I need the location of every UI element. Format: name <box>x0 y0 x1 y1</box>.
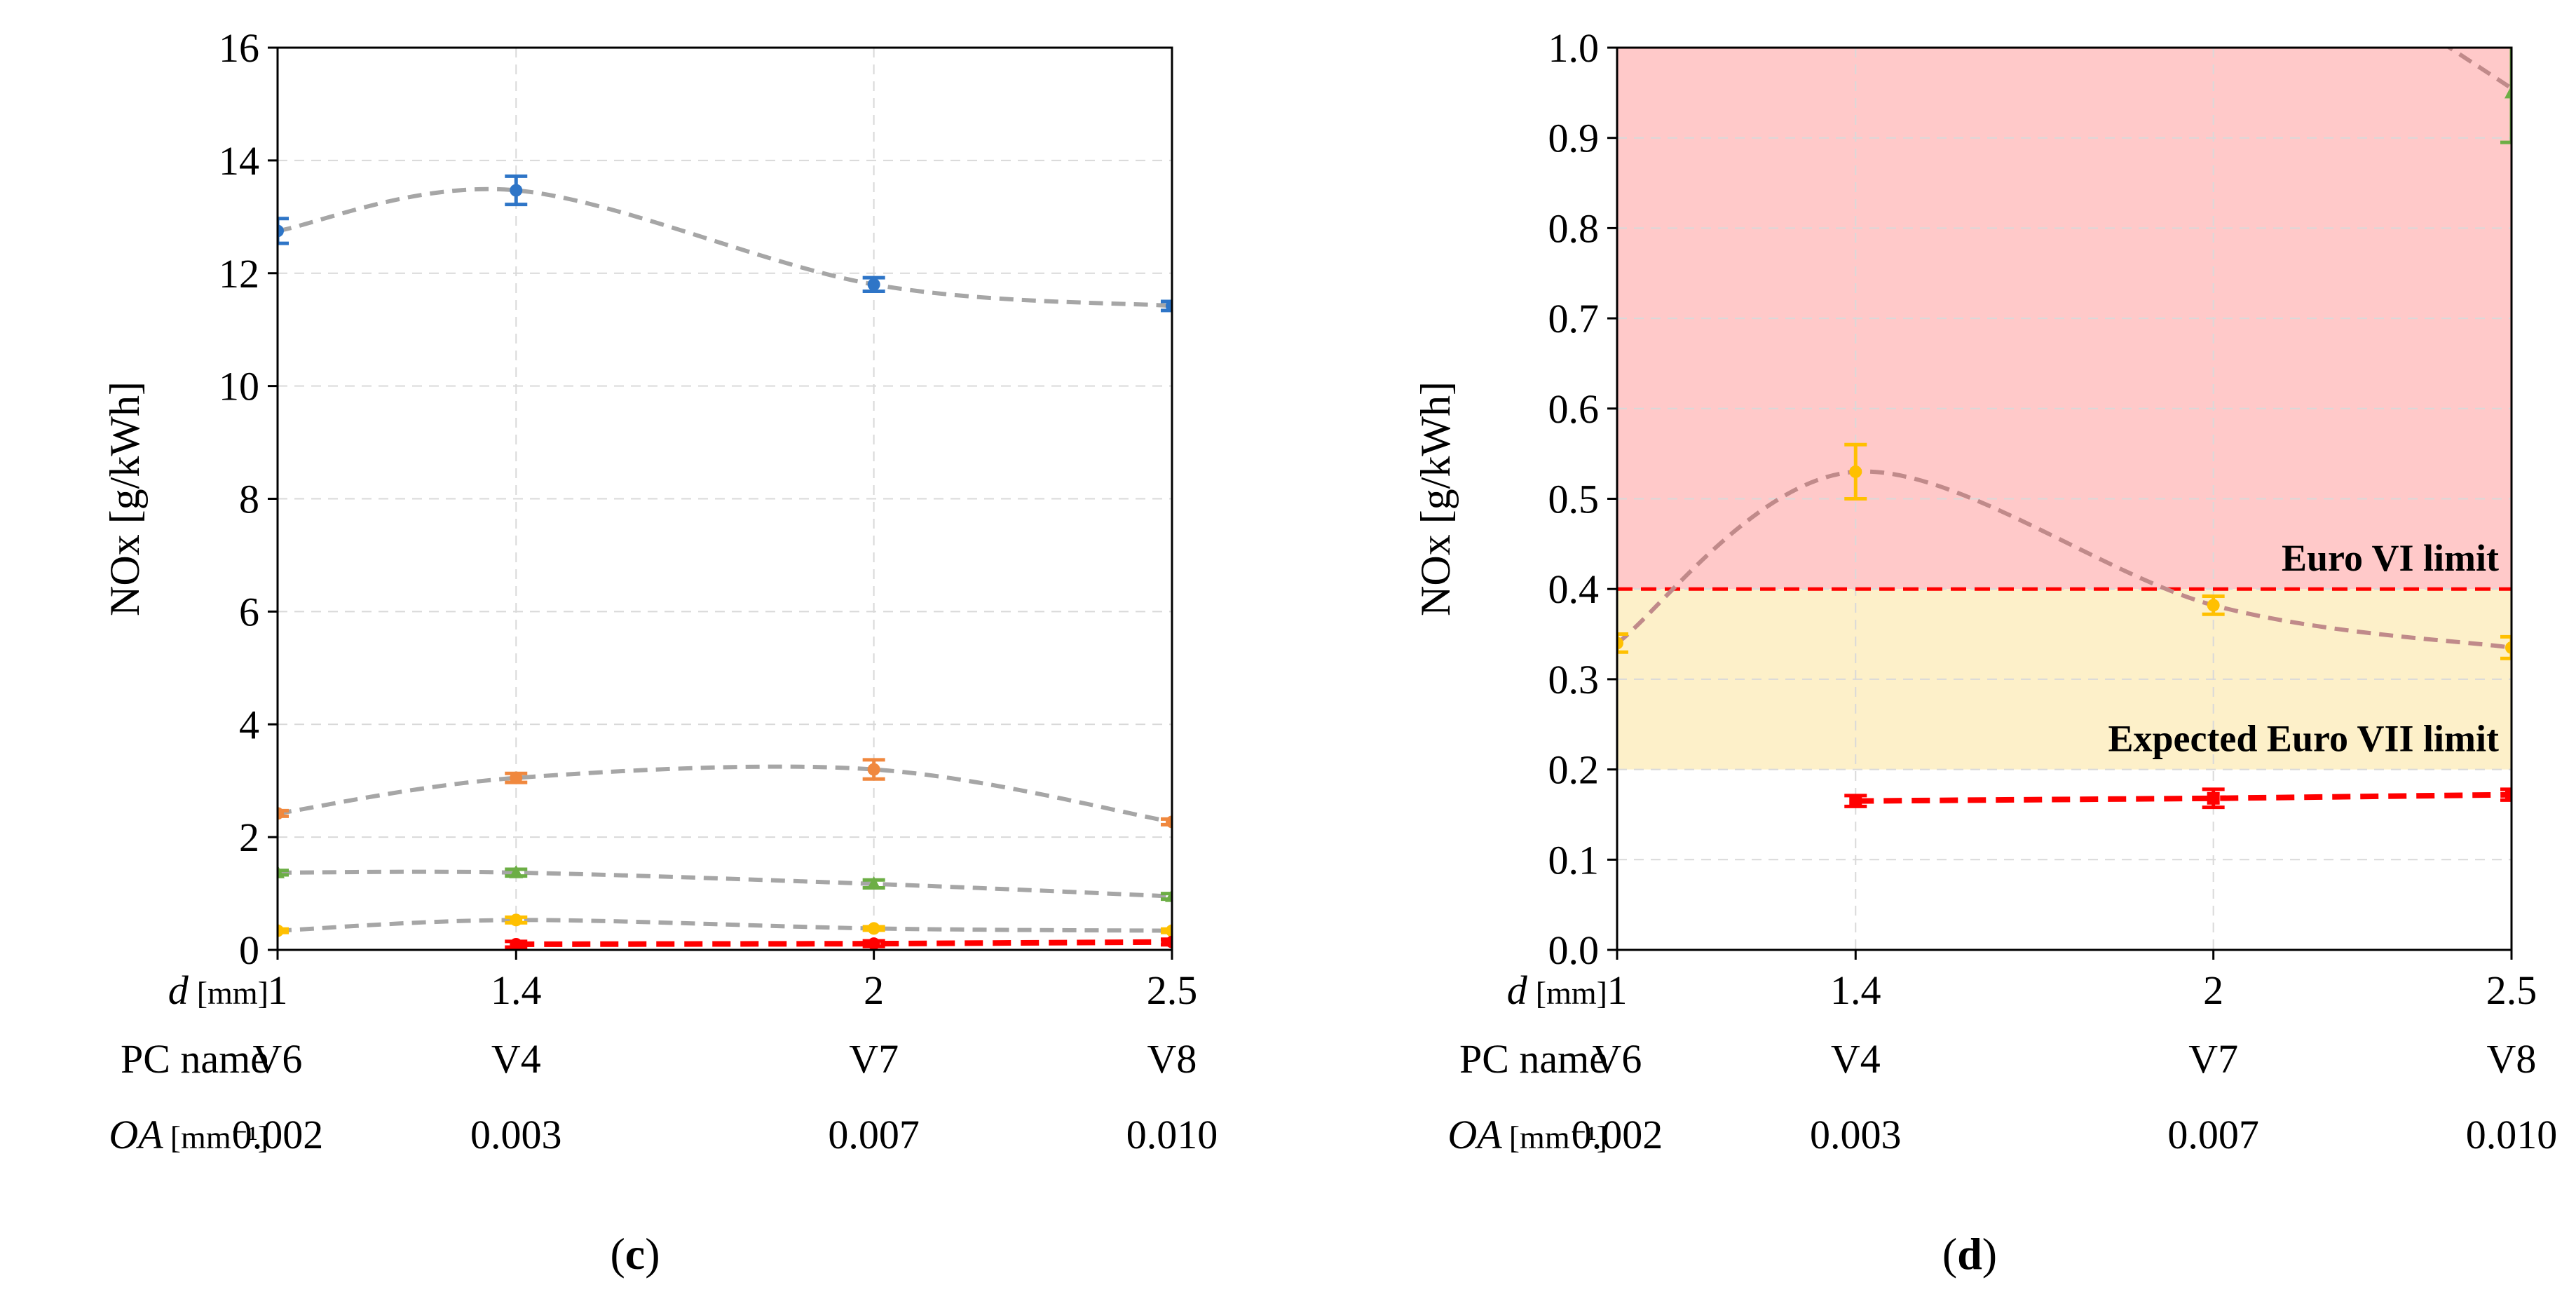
x-tick-label-pc: V6 <box>1593 1036 1642 1082</box>
x-tick-label-oa: 0.010 <box>1126 1112 1218 1157</box>
data-point-red <box>1849 794 1862 808</box>
y-tick-label: 0.6 <box>1548 386 1600 432</box>
chart-panel-c: 0 2 4 6 8 10 12 14 16 1 V6 0.002 1.4 V4 0.003 2 V7 0.007 2… <box>102 25 1218 1279</box>
euro-vii-limit-label: Expected Euro VII limit <box>2108 718 2499 760</box>
y-tick-label: 0.1 <box>1548 837 1600 883</box>
trend-line-blue <box>278 186 1172 308</box>
y-tick-label: 0.9 <box>1548 116 1600 161</box>
x-tick-label-d: 1 <box>268 967 288 1013</box>
y-tick-label: 4 <box>239 702 259 747</box>
x-tick-label-d: 1.4 <box>491 967 542 1013</box>
euro-vi-limit-label: Euro VI limit <box>2282 537 2499 579</box>
data-point-red <box>867 937 880 950</box>
x-tick-label-oa: 0.002 <box>1572 1112 1663 1157</box>
y-tick-label: 0.0 <box>1548 927 1600 973</box>
y-tick-label: 6 <box>239 589 259 634</box>
x-tick-label-d: 2 <box>864 967 884 1013</box>
data-point-yellow <box>2505 641 2512 654</box>
x-tick-label-pc: V7 <box>2188 1036 2238 1082</box>
row-label-oa: OA [mm⁻¹] <box>109 1112 268 1157</box>
x-tick-label-d: 1 <box>1607 967 1628 1013</box>
data-point-yellow <box>867 922 880 935</box>
y-axis-title: NOx [g/kWh] <box>1412 381 1459 616</box>
row-label-pc: PC name <box>121 1036 268 1082</box>
y-tick-label: 10 <box>219 364 259 409</box>
y-tick-label: 0.7 <box>1548 296 1600 341</box>
x-tick-label-pc: V4 <box>491 1036 541 1082</box>
y-tick-label: 2 <box>239 815 259 860</box>
x-tick-label-pc: V6 <box>253 1036 303 1082</box>
x-tick-label-pc: V7 <box>849 1036 899 1082</box>
panel-label: (d) <box>1942 1229 1997 1279</box>
y-tick-label: 0.3 <box>1548 657 1600 702</box>
y-tick-label: 0.4 <box>1548 566 1600 612</box>
x-tick-label-oa: 0.002 <box>232 1112 324 1157</box>
trend-line-green-trend <box>2446 48 2512 90</box>
trend-line-red <box>516 939 1172 947</box>
data-point-yellow <box>1617 637 1623 650</box>
data-point-yellow <box>278 924 284 937</box>
x-tick-label-oa: 0.003 <box>470 1112 562 1157</box>
data-point-blue <box>867 278 880 291</box>
data-point-yellow <box>510 913 523 927</box>
trend-line-green <box>278 869 1172 899</box>
y-tick-label: 1.0 <box>1548 25 1600 71</box>
x-tick-label-pc: V4 <box>1831 1036 1881 1082</box>
y-tick-label: 14 <box>219 138 259 184</box>
x-tick-label-pc: V8 <box>2487 1036 2537 1082</box>
x-tick-label-oa: 0.007 <box>2167 1112 2259 1157</box>
x-tick-label-d: 1.4 <box>1830 967 1881 1013</box>
data-point-yellow <box>2207 599 2220 612</box>
y-tick-label: 16 <box>219 25 259 71</box>
x-tick-label-d: 2 <box>2203 967 2223 1013</box>
data-point-blue <box>278 224 284 238</box>
x-tick-label-oa: 0.007 <box>828 1112 920 1157</box>
x-tick-label-oa: 0.003 <box>1810 1112 1902 1157</box>
trend-line-yellow <box>1617 469 2512 650</box>
series-group <box>278 174 1172 950</box>
data-point-red <box>1166 935 1172 948</box>
y-tick-label: 0.8 <box>1548 205 1600 251</box>
data-point-green <box>509 864 524 878</box>
row-label-d: d [mm] <box>1507 967 1607 1013</box>
series-group <box>1617 48 2512 810</box>
data-point-green <box>1165 888 1172 902</box>
data-point-orange <box>867 763 880 776</box>
x-tick-label-pc: V8 <box>1147 1036 1197 1082</box>
trend-line-red <box>1855 791 2512 804</box>
data-point-orange <box>510 771 523 784</box>
data-point-blue <box>510 184 523 197</box>
x-tick-label-d: 2.5 <box>2486 967 2537 1013</box>
x-tick-label-d: 2.5 <box>1147 967 1198 1013</box>
y-tick-label: 0 <box>239 927 259 973</box>
row-label-d: d [mm] <box>168 967 268 1013</box>
data-point-orange <box>278 807 284 820</box>
y-axis-title: NOx [g/kWh] <box>102 381 148 616</box>
y-tick-label: 12 <box>219 251 259 297</box>
data-point-red <box>2207 791 2220 805</box>
y-tick-label: 0.2 <box>1548 747 1600 793</box>
data-point-yellow <box>1849 465 1862 478</box>
trend-line-yellow <box>278 918 1172 933</box>
row-label-pc: PC name <box>1459 1036 1607 1082</box>
data-point-yellow <box>1166 924 1172 937</box>
data-point-orange <box>1166 815 1172 829</box>
trend-line-orange <box>278 764 1172 824</box>
row-label-oa: OA [mm⁻¹] <box>1447 1112 1607 1157</box>
data-point-green <box>2505 85 2512 99</box>
x-tick-label-oa: 0.010 <box>2466 1112 2558 1157</box>
data-point-blue <box>1166 299 1172 313</box>
data-point-red <box>510 937 523 950</box>
y-tick-label: 0.5 <box>1548 477 1600 522</box>
data-point-green <box>866 876 881 890</box>
y-tick-label: 8 <box>239 477 259 522</box>
panel-label: (c) <box>610 1229 660 1279</box>
data-point-green <box>278 864 285 878</box>
data-point-red <box>2505 788 2512 801</box>
